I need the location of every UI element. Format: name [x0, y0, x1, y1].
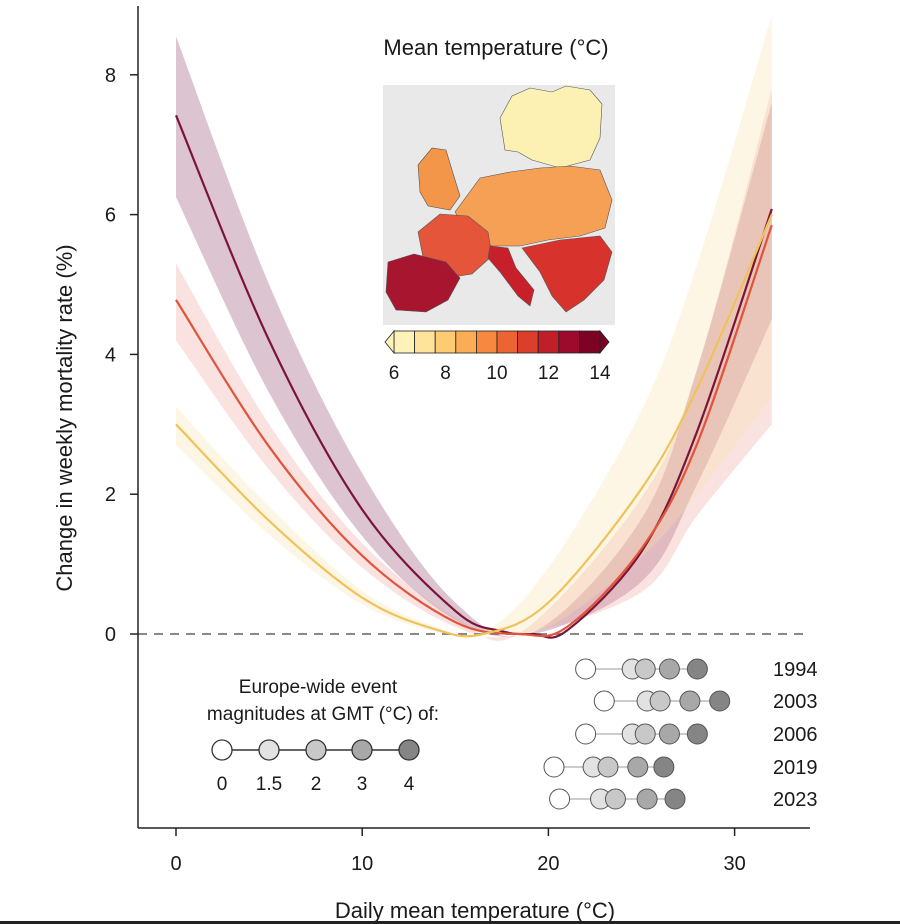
- curve-3: [175, 214, 773, 638]
- colorbar-bin-1: [393, 330, 416, 354]
- event-magnitudes: 1994 2003 2006 2019 2023: [543, 658, 818, 811]
- colorbar-tick-8: 8: [440, 363, 451, 384]
- x-tick-label-20: 20: [537, 853, 559, 875]
- y-tick-label-0: 0: [105, 624, 116, 646]
- y-tick-label-8: 8: [105, 65, 116, 87]
- event-row-2023: 2023: [549, 788, 818, 811]
- colorbar-max-arrow: [599, 329, 610, 355]
- colorbar-tick-10: 10: [486, 363, 507, 384]
- event-2023-gmt-2: [604, 788, 626, 810]
- central-europe-shape: [454, 165, 613, 247]
- legend-title-line2: magnitudes at GMT (°C) of:: [207, 704, 439, 725]
- confidence-band-2: [176, 88, 772, 641]
- event-1994-gmt-0: [575, 658, 597, 680]
- colorbar-bin-7: [517, 330, 539, 354]
- legend-level-0: 0: [217, 774, 228, 795]
- event-1994-gmt-2: [634, 658, 656, 680]
- italy-shape: [487, 245, 535, 307]
- event-1994-gmt-3: [658, 658, 680, 680]
- legend-title-line1: Europe-wide event: [239, 677, 398, 698]
- event-1994-gmt-4: [686, 658, 708, 680]
- colorbar-bin-8: [537, 330, 560, 354]
- legend-level-2: 2: [311, 774, 322, 795]
- colorbar-tick-12: 12: [538, 363, 559, 384]
- axes-group: [137, 6, 810, 829]
- year-label-2023: 2023: [773, 789, 818, 811]
- event-2006-gmt-2: [634, 723, 656, 745]
- legend-level-1.5: 1.5: [256, 774, 282, 795]
- x-tick-label-0: 0: [170, 853, 181, 875]
- colorbar-bin-4: [455, 330, 477, 354]
- event-2006-gmt-4: [686, 723, 708, 745]
- x-tick-label-10: 10: [351, 853, 373, 875]
- balkans-shape: [521, 235, 613, 313]
- event-2019-gmt-0: [543, 756, 565, 778]
- colorbar-bin-10: [579, 330, 601, 354]
- event-2003-gmt-2: [649, 690, 671, 712]
- event-row-2003: 2003: [593, 690, 818, 713]
- colorbar-min-arrow: [384, 329, 395, 355]
- year-label-2003: 2003: [773, 691, 818, 713]
- x-tick-label-30: 30: [723, 853, 745, 875]
- inset-map: Mean temperature (°C) 6 8 10 12 14: [383, 35, 615, 384]
- event-2003-gmt-3: [679, 690, 701, 712]
- iberia-shape: [385, 253, 461, 313]
- colorbar-tick-6: 6: [389, 363, 400, 384]
- colorbar-bin-2: [414, 330, 436, 354]
- event-2006-gmt-3: [658, 723, 680, 745]
- scandinavia-shape: [499, 85, 603, 169]
- y-tick-label-4: 4: [105, 344, 116, 366]
- event-2023-gmt-0: [549, 788, 571, 810]
- event-row-2019: 2019: [543, 756, 818, 779]
- legend-circle-2: [305, 739, 327, 761]
- year-label-1994: 1994: [773, 659, 818, 681]
- legend-circle-4: [398, 739, 420, 761]
- y-tick-label-2: 2: [105, 484, 116, 506]
- bottom-rule: [0, 921, 900, 924]
- event-2019-gmt-4: [653, 756, 675, 778]
- uk-ireland-shape: [417, 147, 461, 211]
- event-2006-gmt-0: [575, 723, 597, 745]
- event-2003-gmt-0: [593, 690, 615, 712]
- colorbar-bin-6: [496, 330, 519, 354]
- colorbar-bin-3: [434, 330, 457, 354]
- europe-map: [383, 85, 615, 325]
- colorbar-bin-5: [475, 330, 498, 354]
- legend-circle-0: [211, 739, 233, 761]
- colorbar-tick-14: 14: [589, 363, 611, 384]
- event-2019-gmt-3: [627, 756, 649, 778]
- confidence-band-3: [176, 15, 772, 638]
- event-2023-gmt-4: [664, 788, 686, 810]
- colorbar-bin-9: [558, 330, 580, 354]
- year-label-2006: 2006: [773, 724, 818, 746]
- event-row-2006: 2006: [575, 723, 818, 746]
- legend-circle-1.5: [258, 739, 280, 761]
- legend-level-3: 3: [357, 774, 368, 795]
- curve-2: [175, 224, 773, 638]
- event-2003-gmt-4: [709, 690, 731, 712]
- curves-group: [174, 114, 773, 639]
- event-row-1994: 1994: [575, 658, 818, 681]
- event-2019-gmt-2: [597, 756, 619, 778]
- confidence-bands: [176, 15, 772, 641]
- y-tick-label-6: 6: [105, 205, 116, 227]
- legend-circle-3: [351, 739, 373, 761]
- y-axis-title: Change in weekly mortality rate (%): [52, 244, 77, 591]
- map-colorbar: 6 8 10 12 14: [384, 329, 611, 384]
- legend-level-4: 4: [404, 774, 415, 795]
- gmt-legend: Europe-wide event magnitudes at GMT (°C)…: [207, 677, 439, 795]
- event-2023-gmt-3: [636, 788, 658, 810]
- x-axis-title: Daily mean temperature (°C): [335, 898, 615, 923]
- year-label-2019: 2019: [773, 757, 818, 779]
- legend-marks: 0 1.5 2 3 4: [211, 739, 420, 795]
- inset-map-title: Mean temperature (°C): [383, 35, 608, 60]
